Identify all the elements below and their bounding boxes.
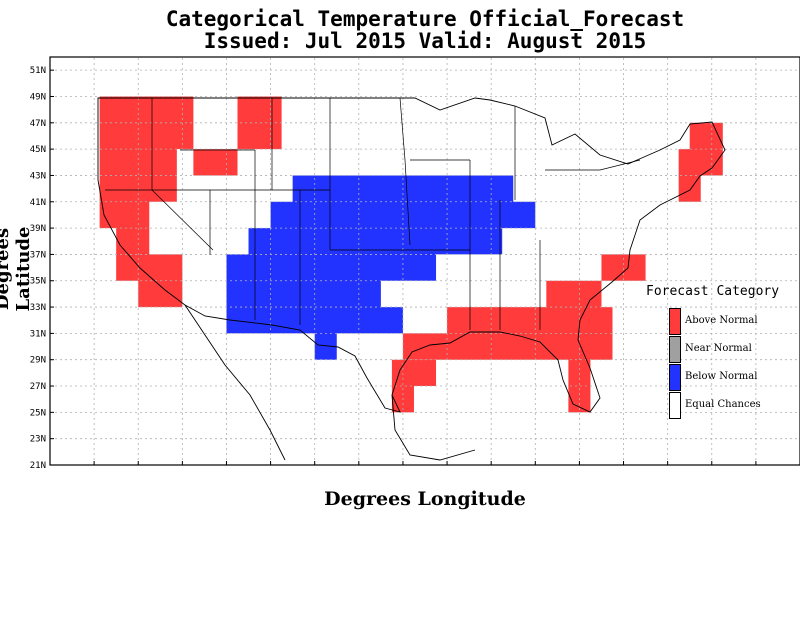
above-normal-region bbox=[402, 280, 613, 413]
legend-label-above: Above Normal bbox=[685, 315, 758, 326]
above-normal-region bbox=[391, 359, 437, 413]
latitude-ticks: 21N 23N 25N 27N 29N 31N 33N 35N 37N 39N 41N 43N 45N 4… bbox=[30, 66, 54, 470]
below-normal-region bbox=[226, 175, 536, 360]
above-normal-region bbox=[193, 149, 238, 176]
longitude-ticks: 129W125W121W117W113W109W105W101W97W93W89… bbox=[49, 461, 800, 465]
forecast-map: 21N 23N 25N 27N 29N 31N 33N 35N 37N 39N 41N 43N 45N 4… bbox=[30, 56, 800, 470]
legend-swatch-near bbox=[669, 336, 681, 363]
lat-tick-label: 29N bbox=[30, 356, 46, 366]
lat-tick-label: 49N bbox=[30, 92, 46, 102]
lat-tick-label: 37N bbox=[30, 250, 46, 260]
lat-tick-label: 43N bbox=[30, 171, 46, 181]
chart-title: Categorical Temperature Official_Forecas… bbox=[165, 7, 685, 31]
map-frame bbox=[49, 56, 800, 466]
lat-tick-label: 31N bbox=[30, 329, 46, 339]
lat-tick-label: 27N bbox=[30, 382, 46, 392]
above-normal-region bbox=[678, 122, 723, 202]
legend-title: Forecast Category bbox=[646, 284, 780, 299]
lat-tick-label: 47N bbox=[30, 119, 46, 129]
lat-tick-label: 45N bbox=[30, 145, 46, 155]
lat-tick-label: 25N bbox=[30, 408, 46, 418]
legend-label-near: Near Normal bbox=[685, 343, 752, 354]
grid-lines bbox=[49, 57, 800, 466]
lat-tick-label: 41N bbox=[30, 198, 46, 208]
legend-label-below: Below Normal bbox=[685, 371, 758, 382]
x-axis-label: Degrees Longitude bbox=[324, 488, 526, 510]
chart-subtitle: Issued: Jul 2015 Valid: August 2015 bbox=[203, 29, 647, 53]
lat-tick-label: 35N bbox=[30, 277, 46, 287]
lat-tick-label: 23N bbox=[30, 435, 46, 445]
mexico-coast bbox=[184, 304, 476, 461]
lat-tick-label: 33N bbox=[30, 303, 46, 313]
state-lines bbox=[105, 97, 641, 330]
lat-tick-label: 21N bbox=[30, 461, 46, 470]
above-normal-region bbox=[601, 254, 646, 281]
lat-tick-label: 39N bbox=[30, 224, 46, 234]
legend-swatch-above bbox=[669, 308, 681, 335]
map-borders bbox=[97, 97, 726, 461]
legend-swatch-below bbox=[669, 364, 681, 391]
legend-label-equal: Equal Chances bbox=[685, 399, 761, 410]
us-outline bbox=[97, 97, 726, 413]
legend-swatch-equal bbox=[669, 392, 681, 419]
lat-tick-label: 51N bbox=[30, 66, 46, 76]
y-axis-label: Degrees Latitude bbox=[0, 226, 34, 312]
